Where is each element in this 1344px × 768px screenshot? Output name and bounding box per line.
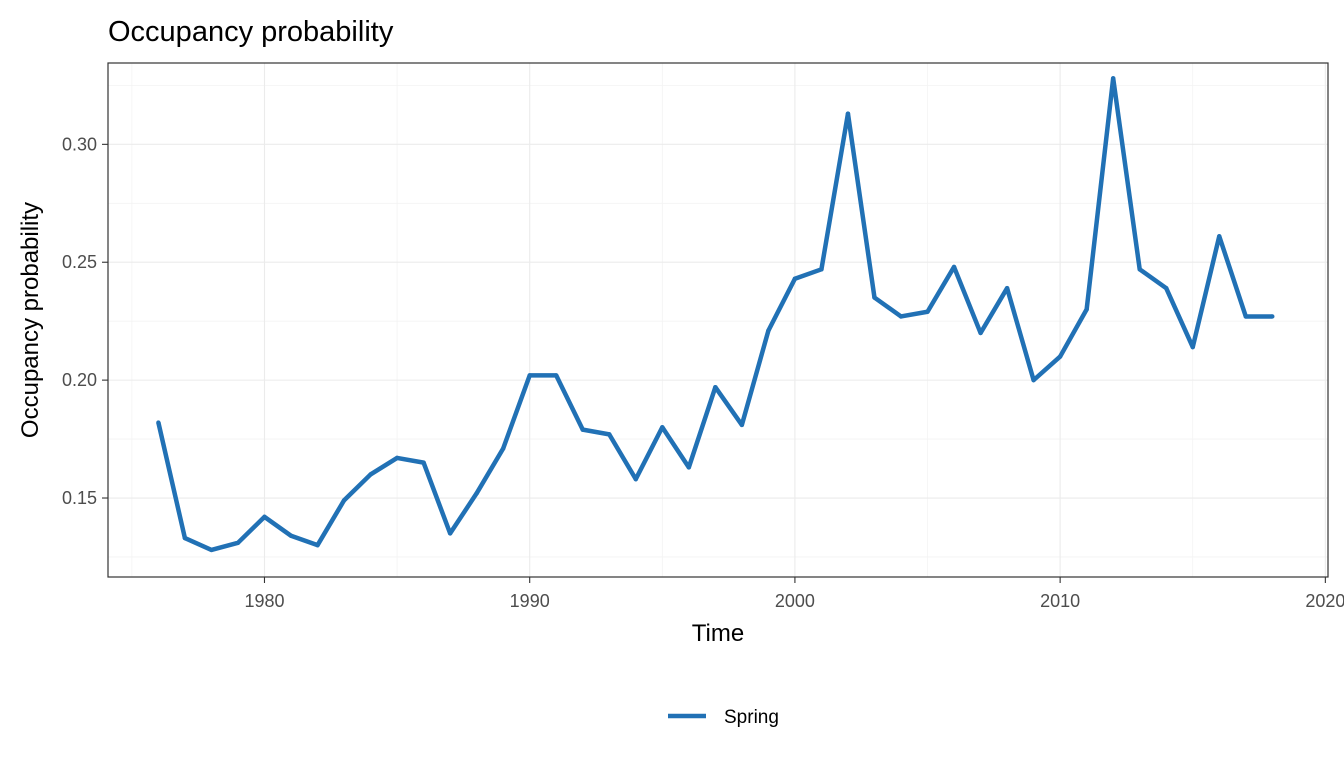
data-point [1031, 377, 1036, 383]
plot-panel [107, 62, 1329, 578]
legend-label-spring: Spring [724, 707, 779, 728]
data-point [580, 427, 585, 432]
data-point [1137, 267, 1142, 272]
data-point [1084, 307, 1089, 312]
data-point [1004, 285, 1010, 291]
data-point [1110, 76, 1116, 81]
data-point [845, 111, 851, 116]
data-point [527, 373, 532, 378]
y-axis-title: Occupancy probability [17, 202, 44, 438]
data-point [1164, 285, 1169, 291]
data-point [898, 314, 904, 319]
data-point [262, 514, 267, 520]
data-point [394, 455, 400, 461]
chart-title: Occupancy probability [108, 16, 394, 48]
data-point [341, 498, 347, 503]
data-point [713, 385, 718, 390]
axes: 1980 1990 2000 2010 2020 0.15 0.20 0.25 0.30 [62, 134, 1344, 611]
data-point [209, 547, 214, 553]
data-point [739, 422, 745, 428]
data-point [633, 476, 638, 482]
series-line-spring [156, 76, 1273, 553]
data-point [819, 267, 824, 272]
series-layer [156, 76, 1275, 553]
data-point [925, 309, 930, 314]
data-point [421, 460, 426, 465]
data-point [315, 542, 320, 548]
data-point [686, 465, 692, 470]
data-point [1057, 354, 1063, 359]
y-tick-label: 0.25 [62, 252, 97, 272]
data-point [288, 533, 294, 538]
data-point [1217, 234, 1222, 239]
x-tick-label: 2020 [1305, 591, 1344, 611]
data-point [554, 373, 559, 378]
legend: Spring [668, 707, 779, 728]
y-tick-label: 0.30 [62, 134, 97, 154]
x-tick-label: 1990 [510, 591, 550, 611]
data-point [607, 432, 612, 437]
y-tick-label: 0.15 [62, 488, 97, 508]
data-point [766, 328, 771, 333]
data-point [951, 264, 957, 270]
x-axis-title: Time [692, 620, 744, 647]
data-point [474, 491, 479, 496]
data-point [1270, 314, 1275, 319]
data-point [1190, 344, 1195, 350]
data-point [368, 472, 373, 477]
data-point [660, 425, 665, 430]
data-point [978, 330, 983, 336]
data-point [792, 276, 798, 281]
data-point [156, 420, 161, 425]
data-point [447, 531, 453, 536]
x-tick-label: 2000 [775, 591, 815, 611]
x-tick-label: 1980 [244, 591, 284, 611]
x-tick-label: 2010 [1040, 591, 1080, 611]
data-point [1243, 314, 1248, 319]
y-tick-label: 0.20 [62, 370, 97, 390]
grid [108, 63, 1328, 577]
data-point [872, 295, 877, 300]
data-point [500, 446, 506, 451]
data-point [182, 535, 188, 541]
data-point [235, 540, 241, 546]
